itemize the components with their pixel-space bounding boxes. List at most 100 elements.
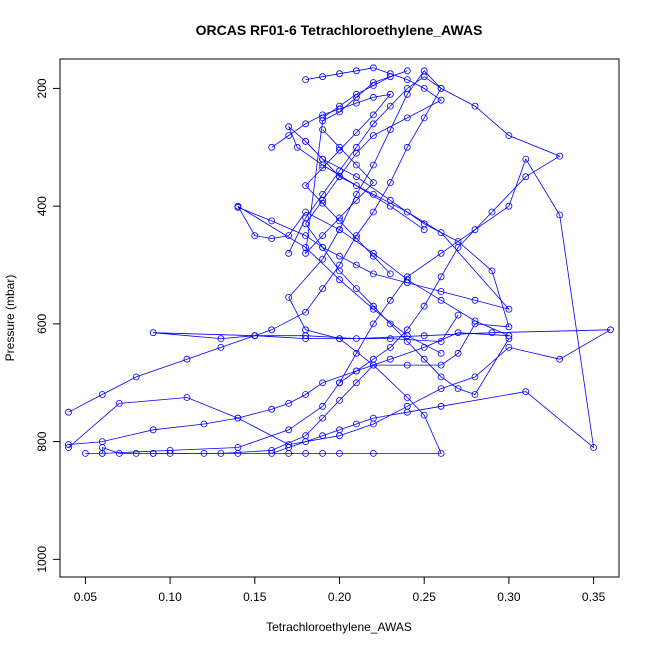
- data-point: [285, 293, 293, 301]
- data-point: [505, 202, 513, 210]
- data-point: [251, 332, 259, 340]
- data-point: [386, 335, 394, 343]
- data-point: [132, 449, 140, 457]
- data-point: [369, 449, 377, 457]
- data-point: [336, 146, 343, 154]
- x-axis: 0.05 0.10 0.15 0.20 0.25 0.30 0.35: [74, 577, 606, 604]
- series-layer: [65, 64, 614, 457]
- data-point: [336, 217, 343, 225]
- data-point: [369, 64, 377, 72]
- data-point: [403, 143, 411, 151]
- data-point: [285, 123, 293, 131]
- x-tick-label: 0.10: [158, 590, 182, 604]
- data-point: [369, 161, 377, 169]
- data-point: [352, 149, 360, 157]
- x-tick-label: 0.20: [328, 590, 352, 604]
- data-point: [454, 311, 462, 319]
- data-point: [319, 164, 327, 172]
- data-point: [319, 255, 327, 263]
- data-point: [200, 420, 208, 428]
- y-tick-label: 1000: [35, 546, 49, 573]
- data-point: [403, 338, 411, 345]
- data-point: [268, 446, 276, 454]
- data-point: [319, 414, 327, 422]
- data-point: [403, 114, 411, 122]
- data-point: [403, 408, 411, 416]
- data-point: [336, 226, 343, 234]
- data-point: [319, 232, 327, 240]
- data-point: [302, 182, 310, 190]
- data-point: [403, 76, 411, 83]
- data-point: [302, 335, 310, 343]
- data-point: [336, 252, 343, 260]
- data-point: [302, 332, 310, 340]
- data-point: [386, 270, 394, 278]
- data-point: [319, 155, 327, 163]
- data-point: [403, 361, 411, 369]
- data-point: [590, 444, 597, 451]
- data-point: [352, 235, 360, 242]
- data-point: [336, 335, 343, 343]
- data-point: [217, 335, 225, 343]
- data-point: [437, 385, 445, 393]
- data-point: [149, 426, 157, 434]
- data-point: [234, 414, 242, 422]
- data-point: [352, 285, 360, 293]
- data-point: [522, 155, 530, 163]
- series-line-6: [153, 126, 510, 454]
- data-point: [386, 343, 394, 351]
- data-point: [437, 449, 445, 457]
- data-point: [471, 320, 479, 328]
- data-point: [505, 323, 513, 331]
- data-point: [302, 137, 310, 145]
- data-point: [268, 217, 276, 225]
- series-line-7: [305, 67, 510, 395]
- y-tick-label: 600: [35, 314, 49, 334]
- data-point: [65, 441, 72, 449]
- data-point: [386, 355, 394, 363]
- data-point: [369, 93, 377, 101]
- data-point: [420, 355, 428, 363]
- data-point: [386, 102, 394, 110]
- data-point: [302, 232, 310, 240]
- data-point: [369, 208, 377, 216]
- data-point: [420, 114, 428, 122]
- data-point: [437, 288, 445, 295]
- data-point: [369, 302, 377, 310]
- data-point: [336, 70, 343, 78]
- data-point: [505, 132, 513, 139]
- data-point: [522, 388, 530, 396]
- data-point: [285, 399, 293, 407]
- data-point: [352, 182, 360, 190]
- data-point: [285, 132, 293, 139]
- data-point: [319, 402, 327, 410]
- data-point: [336, 105, 343, 113]
- data-point: [302, 120, 310, 128]
- data-point: [386, 73, 394, 81]
- data-point: [302, 220, 310, 228]
- data-point: [285, 249, 293, 257]
- data-point: [403, 279, 411, 287]
- data-point: [183, 355, 191, 363]
- data-point: [149, 329, 157, 337]
- plot-area: [59, 58, 620, 578]
- x-tick-label: 0.35: [582, 590, 606, 604]
- data-point: [319, 285, 327, 293]
- data-point: [352, 367, 360, 375]
- data-point: [302, 249, 310, 257]
- data-point: [132, 373, 140, 381]
- data-point: [251, 232, 259, 240]
- data-point: [420, 226, 428, 234]
- data-point: [302, 449, 310, 457]
- data-point: [319, 243, 327, 251]
- data-point: [488, 267, 496, 275]
- data-point: [369, 111, 377, 119]
- data-point: [352, 379, 360, 387]
- data-point: [285, 444, 293, 451]
- data-point: [98, 391, 106, 398]
- chart-title: ORCAS RF01-6 Tetrachloroethylene_AWAS: [196, 22, 483, 38]
- y-tick-label: 200: [35, 78, 49, 98]
- data-point: [369, 252, 377, 260]
- data-point: [437, 402, 445, 410]
